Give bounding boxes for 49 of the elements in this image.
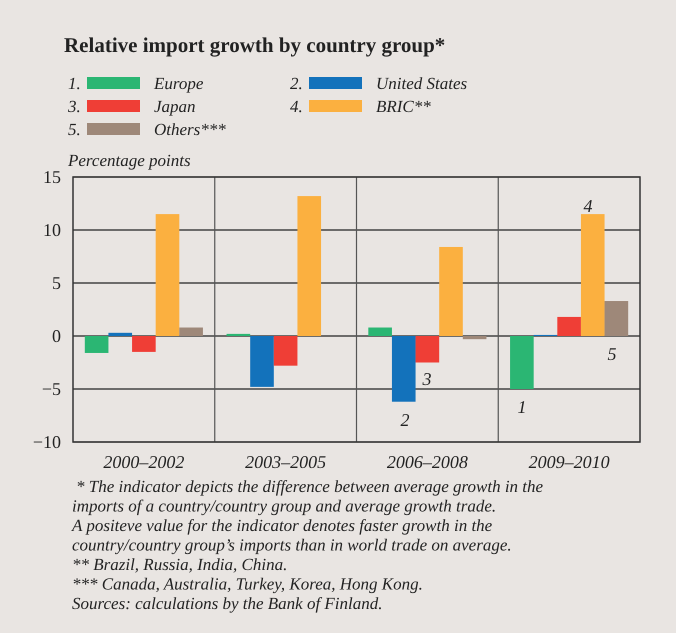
bar — [108, 332, 132, 336]
y-tick-label: 0 — [52, 326, 61, 346]
annotation: 3 — [422, 369, 432, 389]
x-tick-label: 2006–2008 — [386, 452, 468, 472]
bar — [557, 316, 581, 336]
bar — [179, 328, 203, 336]
text: 3. — [67, 97, 81, 116]
bar — [274, 336, 298, 366]
text: 5. — [68, 120, 81, 139]
bar — [368, 328, 392, 336]
text: A positeve value for the indicator denotes faster growth in the country/country group’s imports than in world trade on average. — [71, 516, 512, 554]
y-tick-label: −5 — [42, 379, 61, 399]
bar — [156, 214, 180, 336]
annotation: 4 — [584, 196, 592, 216]
bar — [604, 301, 628, 336]
legend-label: Europe — [153, 74, 204, 93]
y-tick-label: 10 — [43, 220, 61, 240]
x-tick-label: 2000–2002 — [103, 452, 184, 472]
legend-label: United States — [376, 74, 468, 93]
bar — [132, 336, 156, 352]
bar — [580, 214, 605, 336]
text: *** Canada, Australia, Turkey, Korea, Hong Kong. — [72, 574, 423, 594]
chart-title: Relative import growth by country group* — [64, 33, 446, 57]
y-tick-label: 15 — [43, 167, 61, 187]
text: 2. — [290, 74, 303, 93]
y-tick-label: 5 — [52, 273, 61, 293]
annotation: 1 — [518, 397, 526, 417]
bar — [510, 336, 534, 389]
bar — [250, 336, 274, 387]
bar — [392, 336, 416, 402]
legend-label: Others*** — [154, 120, 226, 139]
y-axis-title: Percentage points — [67, 151, 191, 170]
x-tick-label: 2003–2005 — [245, 452, 326, 472]
x-tick-label: 2009–2010 — [528, 452, 610, 472]
bar — [297, 196, 322, 336]
bar — [462, 336, 486, 340]
text: * The indicator depicts the difference between average growth in the imports of a country/country group and average growth trade. — [72, 477, 544, 516]
legend-label: BRIC** — [376, 97, 432, 116]
annotation: 2 — [400, 410, 410, 430]
text: 1. — [68, 74, 81, 93]
source-note: Sources: calculations by the Bank of Finland. — [72, 594, 382, 613]
bar — [439, 246, 463, 336]
annotation: 5 — [608, 344, 616, 364]
y-tick-label: −10 — [32, 432, 61, 452]
legend-label: Japan — [154, 97, 196, 116]
bar — [416, 336, 440, 362]
text: ** Brazil, Russia, India, China. — [72, 555, 288, 574]
bar — [84, 336, 108, 353]
text: 4. — [290, 97, 303, 116]
